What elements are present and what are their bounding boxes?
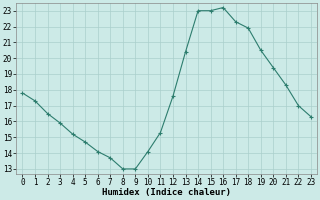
X-axis label: Humidex (Indice chaleur): Humidex (Indice chaleur) — [102, 188, 231, 197]
